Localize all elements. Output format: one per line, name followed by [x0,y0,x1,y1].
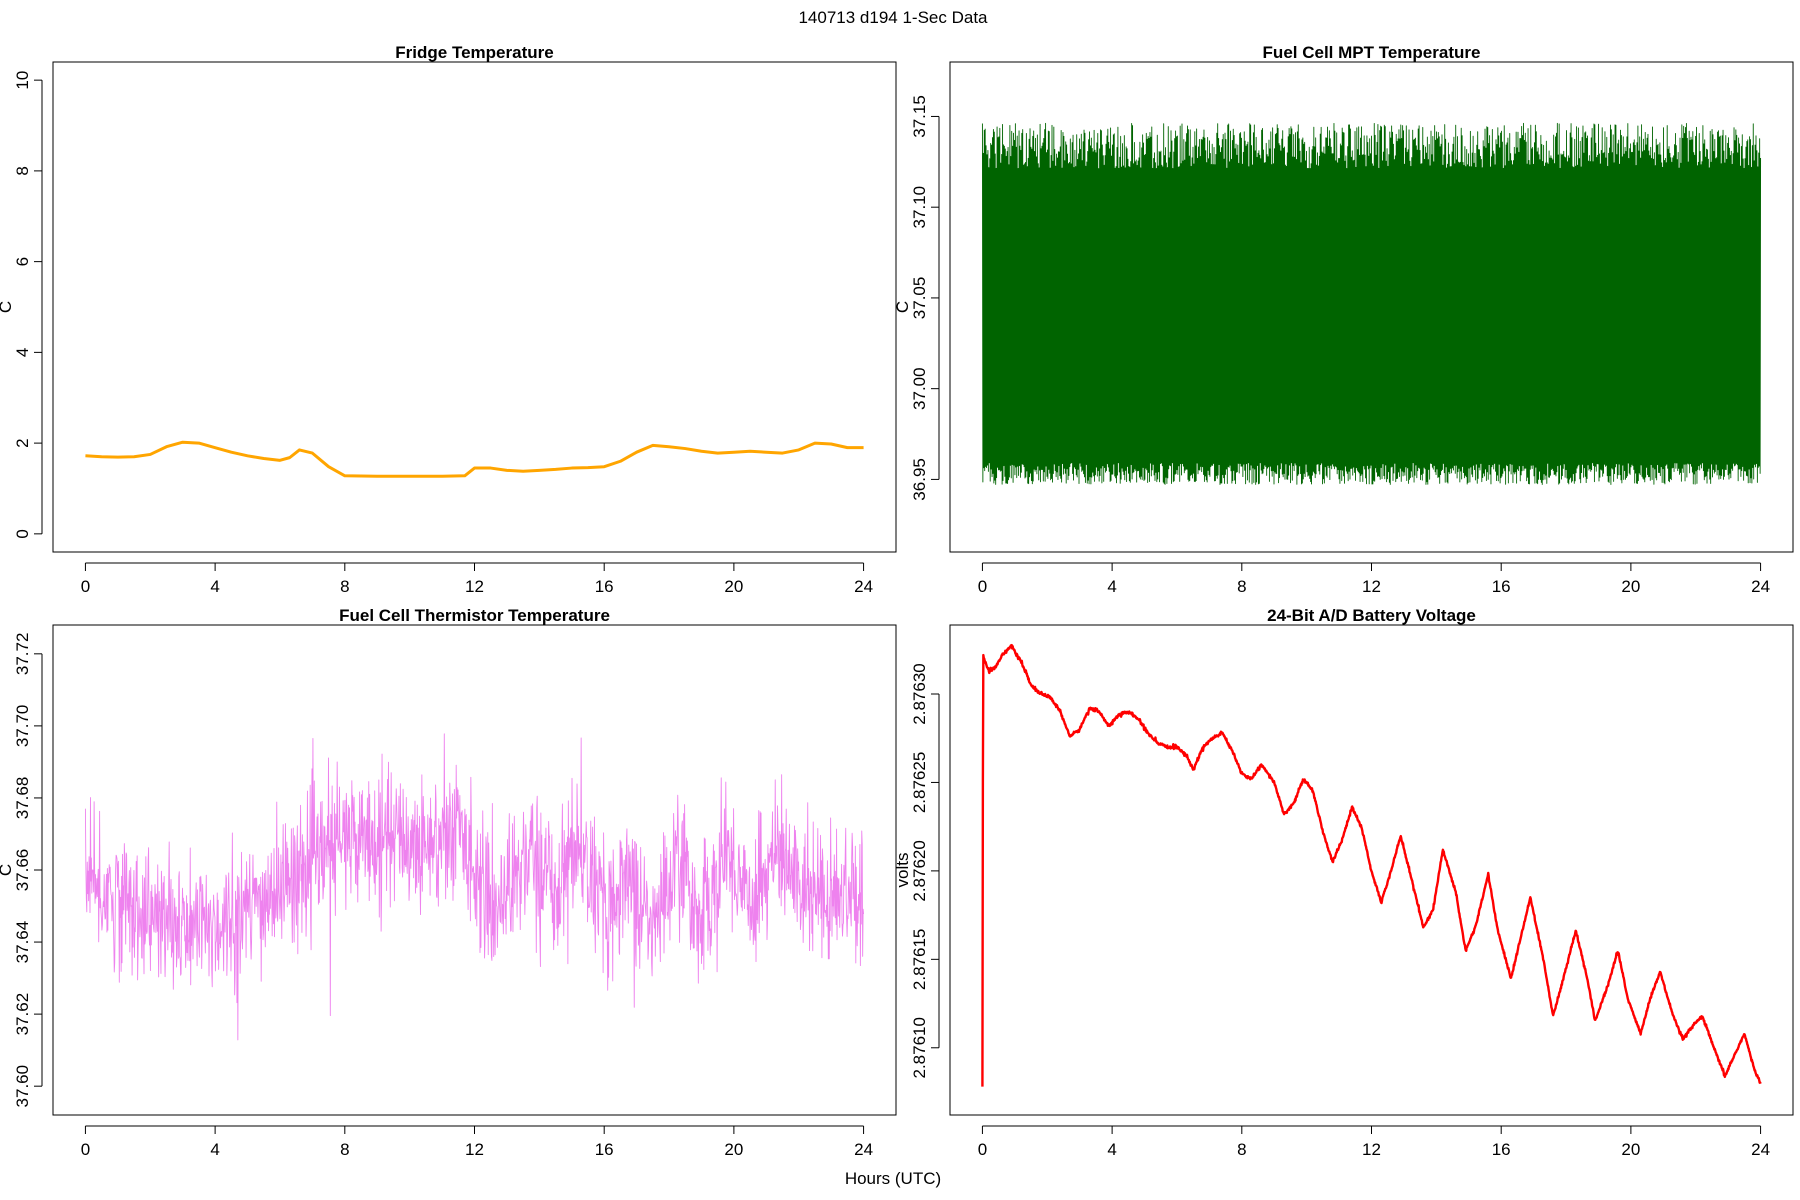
y-tick-label: 37.66 [13,849,32,892]
y-axis-label: volts [893,853,912,888]
panel-fuel-cell-mpt-temperature: Fuel Cell MPT Temperature 0 4 8 12 16 20 24 36.9… [893,43,1794,596]
series-line [981,643,1762,1087]
y-tick-label: 0 [13,529,32,538]
y-tick-label: 2 [13,438,32,447]
x-tick-label: 4 [1107,1140,1116,1159]
x-tick-label: 4 [210,577,219,596]
y-tick-label: 37.05 [910,277,929,320]
y-tick-label: 2.87630 [910,663,929,724]
y-tick-label: 2.87625 [910,752,929,813]
panel-title: 24-Bit A/D Battery Voltage [1267,606,1476,625]
x-tick-label: 0 [81,1140,90,1159]
series-group [84,733,865,1041]
y-axis: 37.60 37.62 37.64 37.66 37.68 37.70 37.72 [13,633,43,1108]
y-axis: 0 2 4 6 8 10 [13,71,43,539]
y-axis-label: C [893,301,912,313]
y-tick-label: 4 [13,348,32,357]
x-tick-label: 12 [465,577,484,596]
x-tick-label: 20 [724,1140,743,1159]
x-tick-label: 24 [854,577,873,596]
x-tick-label: 12 [465,1140,484,1159]
x-tick-label: 20 [1621,1140,1640,1159]
x-tick-label: 16 [1492,1140,1511,1159]
series-group [85,440,864,478]
x-tick-label: 8 [1237,577,1246,596]
plot-frame [949,624,1794,1116]
x-axis: 0 4 8 12 16 20 24 [81,562,873,596]
x-tick-label: 12 [1362,1140,1381,1159]
y-tick-label: 37.68 [13,777,32,820]
plot-frame [52,624,897,1116]
x-axis: 0 4 8 12 16 20 24 [978,562,1770,596]
y-tick-label: 37.00 [910,367,929,410]
y-tick-label: 6 [13,257,32,266]
y-tick-label: 10 [13,71,32,90]
x-tick-label: 0 [978,1140,987,1159]
x-tick-label: 24 [1751,577,1770,596]
plot-frame [52,61,897,553]
y-tick-label: 37.72 [13,633,32,676]
x-axis: 0 4 8 12 16 20 24 [81,1125,873,1159]
figure-title: 140713 d194 1-Sec Data [798,8,988,27]
x-tick-label: 20 [1621,577,1640,596]
y-tick-label: 37.62 [13,993,32,1036]
series-group [981,122,1762,485]
x-tick-label: 0 [81,577,90,596]
x-tick-label: 16 [595,577,614,596]
x-axis: 0 4 8 12 16 20 24 [978,1125,1770,1159]
y-axis-label: C [0,301,15,313]
x-tick-label: 4 [1107,577,1116,596]
y-tick-label: 37.60 [13,1065,32,1108]
y-axis: 2.87610 2.87615 2.87620 2.87625 2.87630 [910,663,940,1079]
y-tick-label: 37.70 [13,705,32,748]
panel-title: Fuel Cell MPT Temperature [1263,43,1481,62]
panel-fridge-temperature: Fridge Temperature048121620240246810C [0,43,897,596]
panel-title: Fridge Temperature [395,43,553,62]
y-tick-label: 2.87615 [910,929,929,990]
y-tick-label: 2.87610 [910,1017,929,1078]
series-line [85,440,864,478]
x-tick-label: 12 [1362,577,1381,596]
y-tick-label: 2.87620 [910,840,929,901]
y-tick-label: 8 [13,166,32,175]
x-tick-label: 4 [210,1140,219,1159]
y-tick-label: 37.10 [910,186,929,229]
x-tick-label: 16 [1492,577,1511,596]
series-line [981,122,1762,485]
panels: Fridge Temperature048121620240246810CFue… [0,43,1794,1159]
y-tick-label: 37.15 [910,95,929,138]
panel-battery-voltage: 24-Bit A/D Battery Voltage 0 4 8 12 16 20 24 2.8… [893,606,1794,1159]
x-tick-label: 8 [1237,1140,1246,1159]
x-tick-label: 24 [1751,1140,1770,1159]
plot-frame [949,61,1794,553]
panel-title: Fuel Cell Thermistor Temperature [339,606,610,625]
panel-fuel-cell-thermistor-temperature: Fuel Cell Thermistor Temperature 0 4 8 12 16 2… [0,606,897,1159]
x-tick-label: 0 [978,577,987,596]
x-tick-label: 24 [854,1140,873,1159]
series-line [84,733,865,1041]
x-tick-label: 8 [340,1140,349,1159]
shared-x-axis-label: Hours (UTC) [845,1169,941,1188]
x-tick-label: 20 [724,577,743,596]
x-tick-label: 8 [340,577,349,596]
x-tick-label: 16 [595,1140,614,1159]
series-group [981,643,1762,1087]
y-tick-label: 37.64 [13,921,32,964]
y-axis: 36.95 37.00 37.05 37.10 37.15 [910,95,940,501]
y-axis-label: C [0,864,15,876]
y-tick-label: 36.95 [910,458,929,501]
